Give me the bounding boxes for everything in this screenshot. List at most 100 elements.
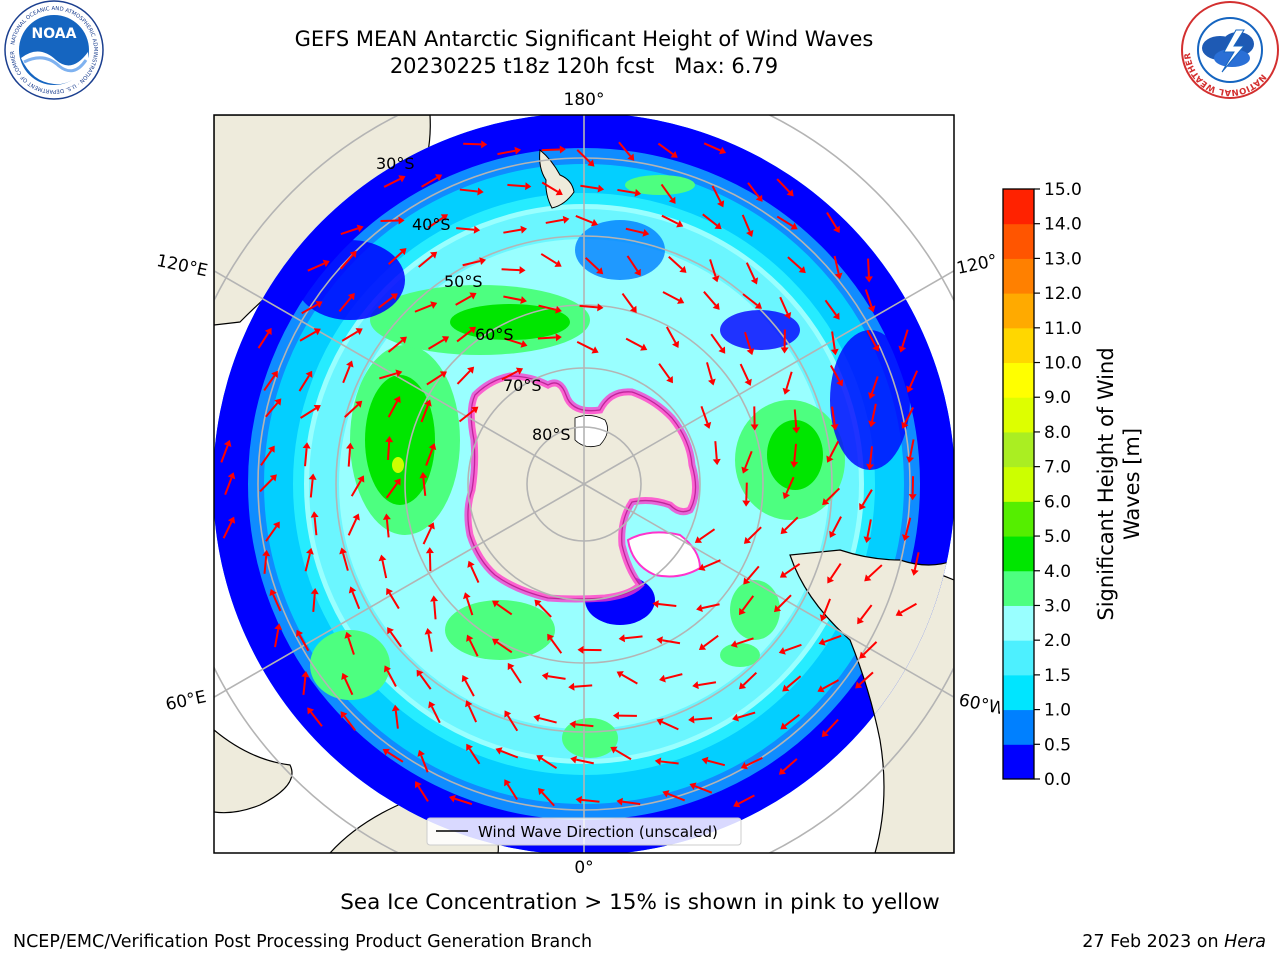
colorbar-bins bbox=[1003, 189, 1034, 780]
wave-arrow-shaft bbox=[298, 375, 310, 392]
wave-arrow-shaft bbox=[299, 330, 317, 342]
wave-arrow-shaft bbox=[379, 372, 397, 380]
wave-arrow-shaft bbox=[694, 717, 713, 721]
wave-arrow-shaft bbox=[776, 178, 791, 193]
wave-arrow-shaft bbox=[387, 339, 403, 353]
colorbar-tick-label: 1.0 bbox=[1044, 701, 1071, 721]
wave-arrow-shaft bbox=[496, 641, 513, 654]
wave-arrow-shaft bbox=[741, 595, 755, 611]
wave-arrow-head bbox=[310, 587, 319, 595]
wave-arrow-head bbox=[629, 305, 637, 313]
wave-arrow-shaft bbox=[737, 711, 756, 719]
colorbar-bin bbox=[1003, 258, 1034, 294]
wave-arrow-shaft bbox=[378, 296, 394, 309]
graticule bbox=[214, 115, 954, 853]
wave-arrow-head bbox=[357, 475, 365, 483]
wave-arrow-shaft bbox=[304, 448, 308, 467]
wave-arrow-head bbox=[425, 547, 434, 554]
wave-arrow-head bbox=[596, 267, 604, 275]
wave-arrow-head bbox=[520, 296, 527, 304]
wave-arrow-head bbox=[492, 600, 500, 608]
wave-arrow-shaft bbox=[343, 715, 356, 731]
wave-arrow-shaft bbox=[464, 679, 475, 697]
wave-arrow-head bbox=[730, 640, 738, 648]
wave-arrow-shaft bbox=[784, 713, 800, 727]
wave-arrow-shaft bbox=[624, 635, 643, 640]
wave-arrow-head bbox=[355, 328, 363, 335]
colorbar-frame bbox=[1002, 188, 1035, 780]
wave-arrow-head bbox=[670, 150, 678, 158]
wave-arrow-head bbox=[469, 292, 477, 300]
wave-arrow-head bbox=[348, 586, 357, 594]
wave-arrow-head bbox=[347, 292, 355, 301]
wave-arrow-head bbox=[382, 513, 391, 520]
wave-arrow-head bbox=[547, 633, 554, 641]
wave-arrow-shaft bbox=[307, 262, 325, 272]
wave-arrow-head bbox=[868, 420, 876, 428]
wave-arrow-head bbox=[654, 757, 662, 766]
wave-arrow-shaft bbox=[222, 521, 233, 539]
wave-arrow-head bbox=[738, 607, 746, 616]
wave-arrow-shaft bbox=[351, 591, 361, 610]
wave-arrow-head bbox=[427, 522, 435, 530]
wave-arrow-head bbox=[688, 715, 695, 724]
wave-arrow-head bbox=[302, 442, 311, 449]
wave-arrow-head bbox=[597, 303, 604, 312]
wave-arrow-shaft bbox=[787, 256, 802, 270]
wave-arrow-head bbox=[227, 472, 236, 480]
wave-arrow-shaft bbox=[825, 487, 841, 502]
wave-arrow-shaft bbox=[467, 705, 478, 723]
wave-arrow-head bbox=[857, 616, 864, 625]
madagascar-land bbox=[214, 729, 293, 814]
colorbar-bin bbox=[1003, 431, 1034, 468]
wave-arrow-shaft bbox=[658, 363, 671, 379]
wave-arrow-head bbox=[378, 554, 387, 562]
wave-arrow-shaft bbox=[784, 643, 802, 652]
map-title: GEFS MEAN Antarctic Significant Height o… bbox=[294, 27, 874, 51]
wave-arrow-head bbox=[504, 710, 512, 718]
wave-arrow-head bbox=[467, 560, 475, 568]
wave-arrow-shaft bbox=[385, 482, 398, 499]
wave-arrow-shaft bbox=[468, 748, 481, 765]
wave-arrow-head bbox=[428, 443, 437, 451]
wave-arrow-shaft bbox=[829, 563, 842, 580]
wave-arrow-shaft bbox=[858, 671, 874, 686]
wave-arrow-shaft bbox=[869, 446, 874, 465]
wave-arrow-head bbox=[339, 547, 347, 555]
wave-arrow-shaft bbox=[742, 293, 758, 306]
wave-arrow-head bbox=[262, 549, 271, 557]
wave-arrow-shaft bbox=[456, 329, 472, 343]
wave-arrow-shaft bbox=[386, 670, 397, 687]
wave-arrow-head bbox=[223, 439, 232, 447]
footer-host: Hera bbox=[1224, 932, 1266, 952]
wave-arrow-head bbox=[429, 251, 438, 259]
wave-arrow-shaft bbox=[342, 365, 351, 384]
wave-arrow-head bbox=[305, 370, 313, 378]
wave-arrow-shaft bbox=[340, 227, 359, 235]
wave-arrow-head bbox=[555, 305, 562, 314]
wave-arrow-shaft bbox=[344, 404, 359, 418]
wave-arrow-shaft bbox=[575, 758, 594, 765]
colorbar-bin bbox=[1003, 640, 1034, 676]
sea-ice-caption: Sea Ice Concentration > 15% is shown in … bbox=[340, 890, 940, 915]
wave-arrow-shaft bbox=[426, 373, 443, 386]
wave-arrow-shaft bbox=[506, 783, 518, 801]
wave-arrow-head bbox=[827, 576, 835, 584]
wave-arrow-head bbox=[855, 681, 863, 689]
wave-arrow-shaft bbox=[220, 445, 229, 463]
wave-arrow-shaft bbox=[313, 517, 318, 536]
wave-arrow-head bbox=[712, 302, 720, 310]
wave-arrow-shaft bbox=[350, 480, 362, 497]
wave-arrow-head bbox=[732, 713, 739, 722]
wave-arrow-head bbox=[399, 336, 407, 344]
colorbar-tick-label: 0.5 bbox=[1044, 735, 1071, 755]
wave-arrow-shaft bbox=[867, 258, 870, 277]
wave-arrow-head bbox=[306, 547, 314, 555]
wave-arrow-head bbox=[424, 628, 433, 635]
wave-arrow-head bbox=[390, 293, 398, 301]
wave-arrow-head bbox=[467, 366, 475, 374]
wave-arrow-head bbox=[642, 228, 650, 237]
wave-arrow-shaft bbox=[500, 750, 519, 759]
wave-arrow-head bbox=[819, 614, 828, 622]
wave-arrow-head bbox=[440, 214, 448, 221]
